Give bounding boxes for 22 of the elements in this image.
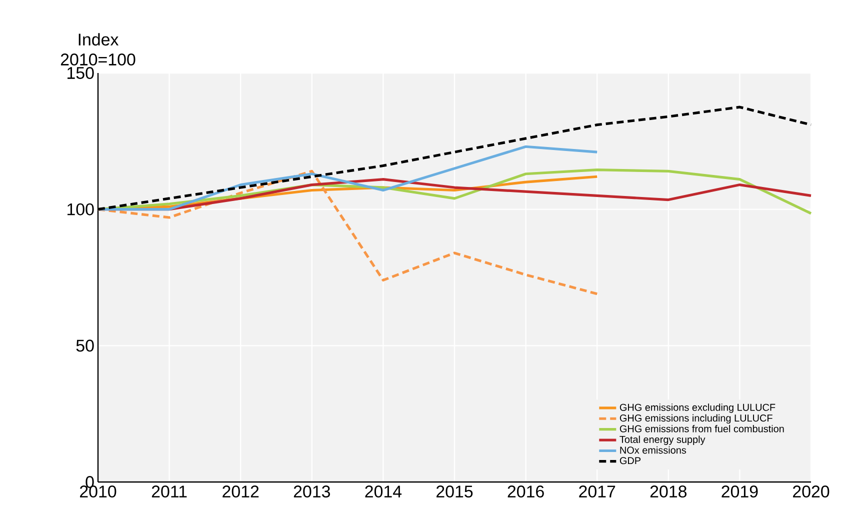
y-tick-label: 150 [68,67,94,79]
x-tick-label: 2015 [436,486,473,498]
x-tick-label: 2019 [722,486,758,498]
legend-label: GDP [620,457,641,464]
legend-label: GHG emissions from fuel combustion [620,424,784,432]
x-tick-label: 2017 [579,486,616,498]
y-axis-title: Index 2010=100 [60,33,136,66]
x-tick-label: 2018 [650,486,687,498]
x-tick-label: 2014 [365,486,402,498]
x-tick-label: 2013 [294,486,330,498]
legend-label: GHG emissions including LULUCF [620,414,772,424]
legend-label: NOx emissions [620,446,686,454]
x-tick-label: 2016 [508,486,544,498]
x-tick-label: 2011 [152,486,187,498]
y-tick-label: 100 [68,203,94,216]
legend-label: GHG emissions excluding LULUCF [620,404,776,413]
y-tick-label: 50 [76,340,94,352]
legend-label: Total energy supply [620,436,706,445]
line-series [96,170,598,296]
x-tick-label: 2012 [222,486,259,498]
x-tick-label: 2020 [793,486,830,498]
x-tick-label: 2010 [80,486,116,498]
